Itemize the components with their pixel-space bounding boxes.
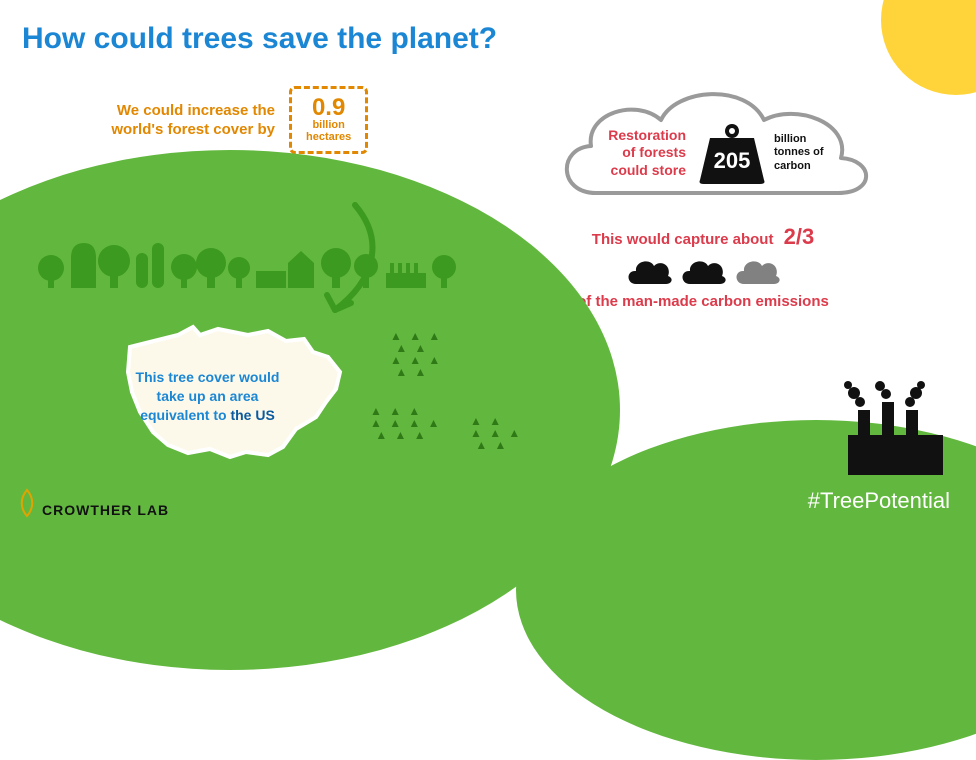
usa-callout: This tree cover would take up an area eq… — [125, 368, 290, 425]
arrow-icon — [315, 200, 395, 330]
restoration-unit: billion tonnes of carbon — [774, 133, 836, 173]
capture-fraction: 2/3 — [784, 224, 815, 249]
crowther-lab-logo: CROWTHER LAB — [18, 488, 169, 518]
restoration-value: 205 — [714, 148, 751, 173]
forest-cover-unit1: billion — [306, 120, 351, 132]
tree-pattern-icon: ▲ ▲▲ ▲ ▲ ▲ ▲ — [470, 415, 522, 451]
weight-icon: 205 — [696, 122, 768, 184]
sun-icon — [881, 0, 976, 95]
leaf-logo-icon — [18, 488, 36, 518]
restoration-text: Restoration of forests could store — [596, 127, 686, 180]
tree-pattern-icon: ▲ ▲ ▲ ▲ ▲▲ ▲ ▲ ▲ ▲ — [390, 330, 442, 378]
page-title: How could trees save the planet? — [22, 22, 497, 56]
forest-cover-text1: We could increase the world's forest cov… — [75, 101, 275, 140]
cloud-icon — [626, 256, 672, 286]
restoration-cloud: Restoration of forests could store 205 b… — [546, 78, 886, 208]
cloud-icon — [734, 256, 780, 286]
capture-line1: This would capture about 2/3 — [538, 224, 868, 250]
capture-text1: This would capture about — [592, 231, 774, 248]
tree-pattern-icon: ▲ ▲ ▲▲ ▲ ▲ ▲ ▲ ▲ ▲ — [370, 405, 442, 441]
factory-icon — [836, 380, 946, 475]
cloud-icon — [680, 256, 726, 286]
capture-callout: This would capture about 2/3 of the man-… — [538, 224, 868, 312]
forest-cover-unit2: hectares — [306, 132, 351, 144]
hashtag: #TreePotential — [808, 488, 950, 514]
capture-clouds — [538, 256, 868, 286]
lab-name: CROWTHER LAB — [42, 502, 169, 518]
forest-cover-value-box: 0.9 billion hectares — [289, 86, 368, 154]
forest-cover-value: 0.9 — [306, 95, 351, 120]
farm-silhouette-icon — [36, 233, 466, 288]
usa-text-emphasis: the US — [230, 407, 274, 423]
